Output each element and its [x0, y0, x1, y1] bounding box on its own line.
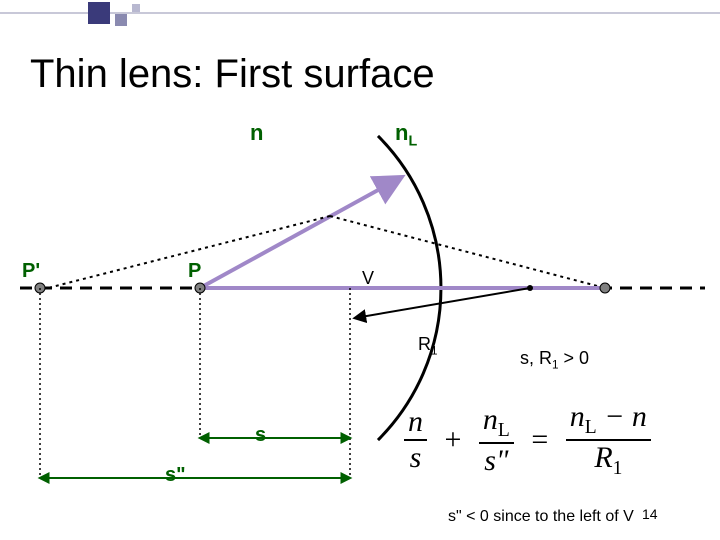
label-R1: R1 — [418, 334, 438, 358]
note-s-double-prime: s" < 0 since to the left of V — [448, 508, 634, 526]
label-P: P — [188, 260, 201, 283]
page-number: 14 — [642, 506, 658, 522]
label-V: V — [362, 268, 374, 289]
label-n: n — [250, 120, 263, 146]
label-s-double-prime: s" — [165, 464, 186, 487]
label-s: s — [255, 424, 266, 447]
label-nL: nL — [395, 120, 417, 149]
lens-equation: ns + nL s" = nL − n R1 — [400, 400, 655, 480]
label-P-prime: P' — [22, 260, 40, 283]
note-s-R1: s, R1 > 0 — [520, 348, 589, 372]
